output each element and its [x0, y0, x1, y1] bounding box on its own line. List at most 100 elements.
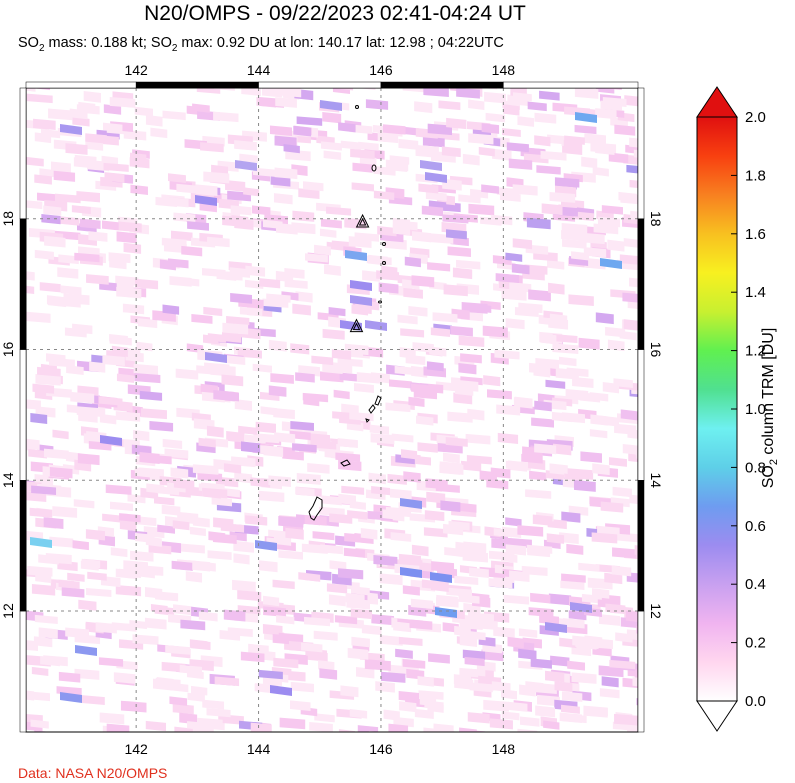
colorbar-tick-label: 0.4 [745, 576, 766, 593]
so2-pixel [180, 619, 206, 631]
so2-pixel [575, 637, 599, 650]
so2-pixel [116, 231, 137, 244]
so2-pixel [99, 396, 123, 406]
so2-pixel [207, 333, 227, 343]
so2-pixel [488, 578, 513, 589]
so2-pixel [282, 450, 304, 461]
so2-pixel [561, 412, 585, 424]
so2-pixel [66, 365, 84, 376]
so2-pixel [206, 707, 231, 718]
so2-pixel [391, 433, 414, 443]
so2-pixel [555, 367, 579, 380]
so2-pixel [235, 160, 257, 171]
so2-pixel [26, 691, 50, 702]
so2-pixel [634, 545, 638, 556]
so2-pixel [305, 739, 324, 749]
so2-pixel [408, 396, 425, 407]
frame-bar-right [637, 218, 645, 350]
so2-pixel [548, 593, 572, 606]
so2-pixel [572, 376, 594, 388]
so2-pixel [441, 462, 464, 475]
so2-pixel [268, 734, 292, 745]
so2-pixel [467, 712, 490, 724]
so2-pixel [266, 293, 291, 303]
so2-pixel [552, 343, 579, 354]
so2-pixel [171, 560, 193, 571]
lon-tick-label-top: 142 [124, 62, 148, 78]
so2-pixel [43, 517, 64, 530]
so2-pixel [591, 532, 618, 544]
so2-pixel [351, 182, 374, 192]
so2-pixel [579, 392, 601, 403]
so2-pixel [526, 544, 553, 554]
so2-pixel [189, 526, 206, 537]
so2-pixel [493, 626, 515, 638]
so2-pixel [273, 535, 292, 546]
so2-pixel [102, 355, 125, 367]
so2-pixel [512, 238, 533, 250]
so2-pixel [322, 362, 343, 374]
so2-pixel [72, 116, 90, 127]
so2-pixel [458, 379, 479, 392]
lat-tick-label-left: 12 [0, 603, 16, 619]
so2-pixel [491, 681, 511, 693]
so2-pixel [358, 141, 379, 151]
so2-pixel [95, 622, 117, 634]
so2-pixel [198, 611, 218, 622]
so2-pixel [108, 252, 131, 264]
so2-pixel [560, 737, 584, 747]
so2-pixel [530, 658, 552, 669]
rota-coastline [340, 459, 351, 467]
so2-pixel [360, 527, 378, 540]
so2-pixel [245, 515, 268, 526]
so2-pixel [385, 402, 411, 413]
so2-pixel [497, 432, 519, 444]
so2-pixel [349, 708, 368, 719]
so2-pixel [519, 716, 540, 727]
so2-pixel [307, 463, 330, 474]
so2-pixel [481, 123, 500, 134]
so2-pixel [620, 409, 638, 421]
so2-pixel [232, 579, 256, 592]
so2-pixel [196, 88, 221, 94]
so2-pixel [83, 91, 101, 103]
so2-pixel [133, 363, 159, 376]
so2-pixel [200, 142, 224, 153]
so2-pixel [500, 689, 517, 700]
so2-pixel [368, 472, 386, 485]
so2-pixel [622, 292, 638, 303]
so2-pixel [223, 609, 246, 622]
subtitle-so: SO [18, 35, 39, 51]
coastlines [308, 105, 386, 521]
so2-pixel [560, 580, 585, 590]
saipan-coastline [374, 395, 382, 406]
so2-pixel [347, 510, 368, 520]
so2-pixel [214, 676, 240, 687]
so2-pixel [530, 592, 551, 604]
colorbar-tick-label: 0.0 [745, 693, 766, 710]
so2-pixel [574, 124, 597, 135]
so2-pixel [421, 205, 444, 217]
so2-pixel [26, 93, 53, 104]
so2-pixel [547, 260, 565, 270]
so2-pixel [255, 421, 276, 434]
so2-pixel [501, 289, 527, 301]
frame-bar-left [19, 610, 27, 733]
so2-pixel [49, 536, 74, 548]
so2-pixel [486, 389, 512, 400]
so2-pixel [489, 718, 513, 730]
so2-pixel [505, 517, 522, 527]
so2-pixel [111, 345, 128, 357]
so2-pixel [76, 406, 101, 417]
so2-pixel [389, 379, 412, 389]
colorbar-min-arrow [696, 700, 738, 732]
so2-pixel [322, 328, 345, 340]
so2-pixel [77, 453, 100, 466]
colorbar-tick-label: 1.0 [745, 401, 766, 418]
so2-pixel [561, 704, 580, 714]
so2-pixel [161, 504, 181, 516]
so2-pixel [99, 712, 125, 725]
so2-pixel [202, 699, 225, 710]
so2-pixel [226, 431, 245, 443]
so2-pixel [571, 672, 597, 684]
